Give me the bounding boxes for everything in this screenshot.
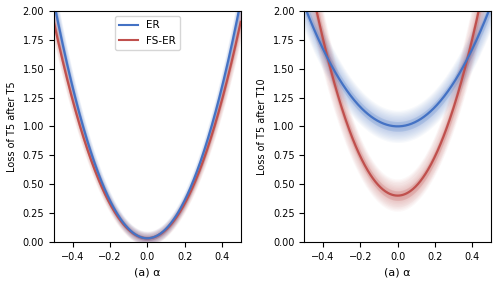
FS-ER bbox=[162, 229, 168, 232]
ER bbox=[162, 228, 168, 231]
ER bbox=[301, 3, 307, 7]
FS-ER bbox=[238, 20, 244, 24]
FS-ER bbox=[221, 91, 227, 95]
X-axis label: (a) α: (a) α bbox=[134, 267, 160, 277]
FS-ER bbox=[394, 194, 400, 197]
FS-ER bbox=[209, 133, 215, 136]
ER bbox=[51, 3, 57, 7]
FS-ER bbox=[51, 23, 57, 26]
ER bbox=[51, 0, 57, 3]
Y-axis label: Loss of T5 after T5: Loss of T5 after T5 bbox=[7, 81, 17, 172]
ER bbox=[238, 0, 244, 3]
FS-ER bbox=[416, 181, 422, 184]
X-axis label: (a) α: (a) α bbox=[384, 267, 411, 277]
Line: ER: ER bbox=[304, 5, 491, 126]
ER bbox=[488, 3, 494, 7]
ER bbox=[413, 120, 419, 123]
FS-ER bbox=[144, 237, 150, 240]
Line: FS-ER: FS-ER bbox=[304, 0, 491, 196]
ER bbox=[221, 78, 227, 81]
ER bbox=[209, 123, 215, 127]
ER bbox=[416, 118, 422, 122]
ER bbox=[394, 125, 400, 128]
FS-ER bbox=[412, 185, 418, 188]
Line: FS-ER: FS-ER bbox=[54, 22, 241, 238]
FS-ER bbox=[459, 76, 465, 80]
ER bbox=[459, 66, 465, 70]
FS-ER bbox=[51, 20, 57, 24]
FS-ER bbox=[166, 225, 172, 229]
FS-ER bbox=[471, 29, 477, 33]
ER bbox=[163, 227, 169, 231]
ER bbox=[302, 5, 308, 9]
ER bbox=[166, 224, 172, 227]
FS-ER bbox=[163, 228, 169, 231]
ER bbox=[412, 120, 418, 124]
FS-ER bbox=[413, 184, 419, 188]
Legend: ER, FS-ER: ER, FS-ER bbox=[115, 16, 180, 50]
Y-axis label: Loss of T5 after T10: Loss of T5 after T10 bbox=[257, 78, 267, 175]
Line: ER: ER bbox=[54, 2, 241, 238]
ER bbox=[144, 237, 150, 240]
ER bbox=[471, 43, 477, 47]
